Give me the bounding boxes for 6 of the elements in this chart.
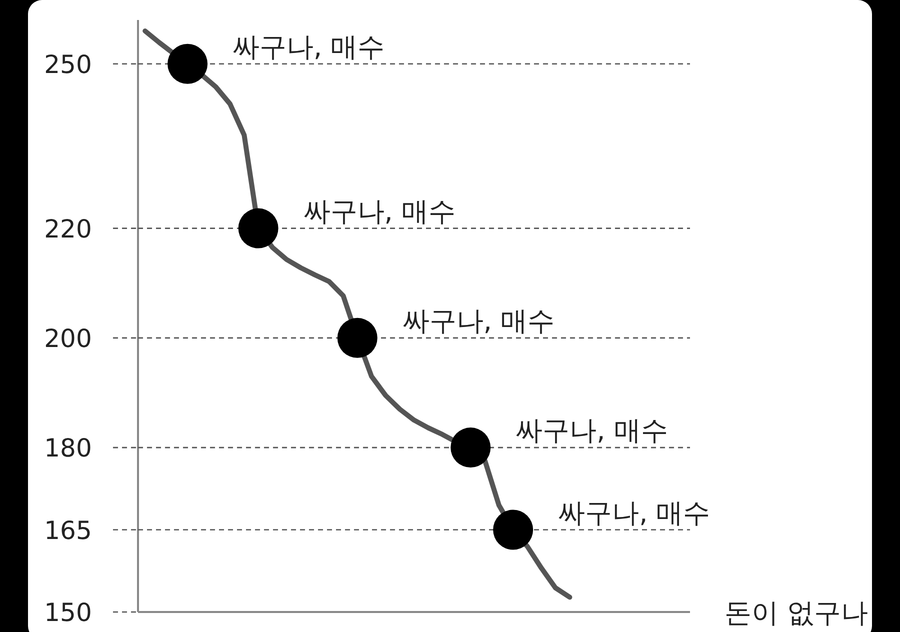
annotation: 싸구나, 매수 bbox=[232, 32, 385, 63]
xlabel: 돈이 없구나 bbox=[724, 598, 868, 629]
annotation: 싸구나, 매수 bbox=[303, 196, 456, 228]
annotation: 싸구나, 매수 bbox=[516, 416, 668, 447]
annotation: 싸구나, 매수 bbox=[402, 306, 555, 337]
annotation: 싸구나, 매수 bbox=[558, 498, 710, 529]
